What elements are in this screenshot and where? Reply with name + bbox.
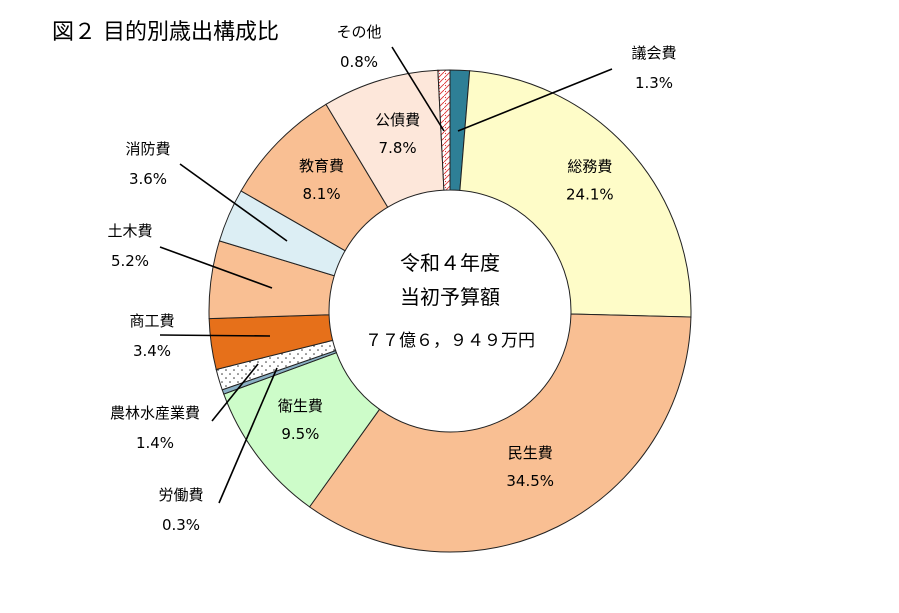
slice-name-3: 民生費 <box>508 444 553 462</box>
slice-name-9: 消防費 <box>125 140 170 158</box>
slice-percent-11: 7.8% <box>379 139 417 157</box>
slice-2 <box>459 70 692 318</box>
leader-line-7 <box>159 334 271 337</box>
slice-percent-10: 8.1% <box>302 185 340 203</box>
slice-percent-6: 1.4% <box>136 434 174 452</box>
slice-percent-4: 9.5% <box>281 425 319 443</box>
leader-line-1 <box>457 68 613 132</box>
slice-percent-7: 3.4% <box>133 342 171 360</box>
slice-percent-12: 0.8% <box>340 53 378 71</box>
slice-percent-5: 0.3% <box>162 516 200 534</box>
slice-percent-8: 5.2% <box>111 252 149 270</box>
slice-name-8: 土木費 <box>107 222 152 240</box>
slice-name-11: 公債費 <box>375 111 420 129</box>
slice-percent-9: 3.6% <box>129 170 167 188</box>
slice-percent-1: 1.3% <box>635 74 673 92</box>
chart-title: 図２ 目的別歳出構成比 <box>52 20 279 45</box>
leader-line-12 <box>391 46 445 132</box>
slice-name-1: 議会費 <box>631 44 676 62</box>
slice-name-7: 商工費 <box>129 312 174 330</box>
leader-line-9 <box>179 163 288 242</box>
center-line-2: 当初予算額 <box>400 285 500 309</box>
slice-3 <box>308 313 692 553</box>
slice-name-12: その他 <box>336 23 381 41</box>
leader-line-8 <box>159 246 273 289</box>
slice-percent-3: 34.5% <box>506 472 554 490</box>
slice-name-5: 労働費 <box>158 486 203 504</box>
leader-line-6 <box>211 363 259 422</box>
slice-name-10: 教育費 <box>299 157 344 175</box>
slice-name-2: 総務費 <box>567 157 612 175</box>
slice-name-6: 農林水産業費 <box>110 404 200 422</box>
slice-name-4: 衛生費 <box>278 397 323 415</box>
leader-line-5 <box>218 367 278 504</box>
center-line-3: ７７億６，９４９万円 <box>365 331 535 351</box>
center-line-1: 令和４年度 <box>400 251 500 275</box>
slice-percent-2: 24.1% <box>566 185 614 203</box>
